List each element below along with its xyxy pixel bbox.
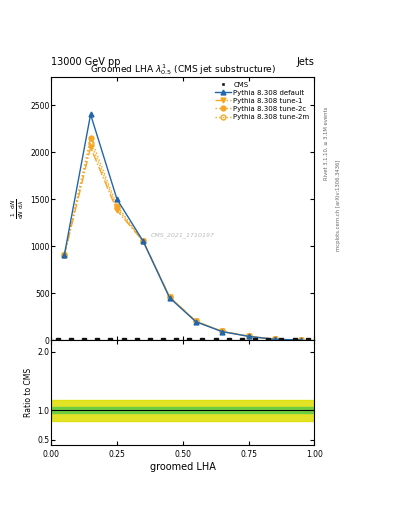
- Text: Rivet 3.1.10, ≥ 3.1M events: Rivet 3.1.10, ≥ 3.1M events: [324, 106, 329, 180]
- Y-axis label: Ratio to CMS: Ratio to CMS: [24, 368, 33, 417]
- X-axis label: groomed LHA: groomed LHA: [150, 462, 216, 472]
- Legend: CMS, Pythia 8.308 default, Pythia 8.308 tune-1, Pythia 8.308 tune-2c, Pythia 8.3: CMS, Pythia 8.308 default, Pythia 8.308 …: [214, 80, 311, 121]
- Title: Groomed LHA $\lambda^{1}_{0.5}$ (CMS jet substructure): Groomed LHA $\lambda^{1}_{0.5}$ (CMS jet…: [90, 62, 276, 77]
- Y-axis label: $\frac{1}{\mathrm{d}N}\,\frac{\mathrm{d}N}{\mathrm{d}\lambda}$: $\frac{1}{\mathrm{d}N}\,\frac{\mathrm{d}…: [10, 198, 26, 219]
- Text: 13000 GeV pp: 13000 GeV pp: [51, 56, 121, 67]
- Bar: [51, 400, 314, 421]
- Text: Jets: Jets: [297, 56, 314, 67]
- Text: mcplots.cern.ch [arXiv:1306.3436]: mcplots.cern.ch [arXiv:1306.3436]: [336, 159, 341, 250]
- Text: CMS_2021_1710197: CMS_2021_1710197: [151, 232, 215, 238]
- Bar: [51, 408, 314, 413]
